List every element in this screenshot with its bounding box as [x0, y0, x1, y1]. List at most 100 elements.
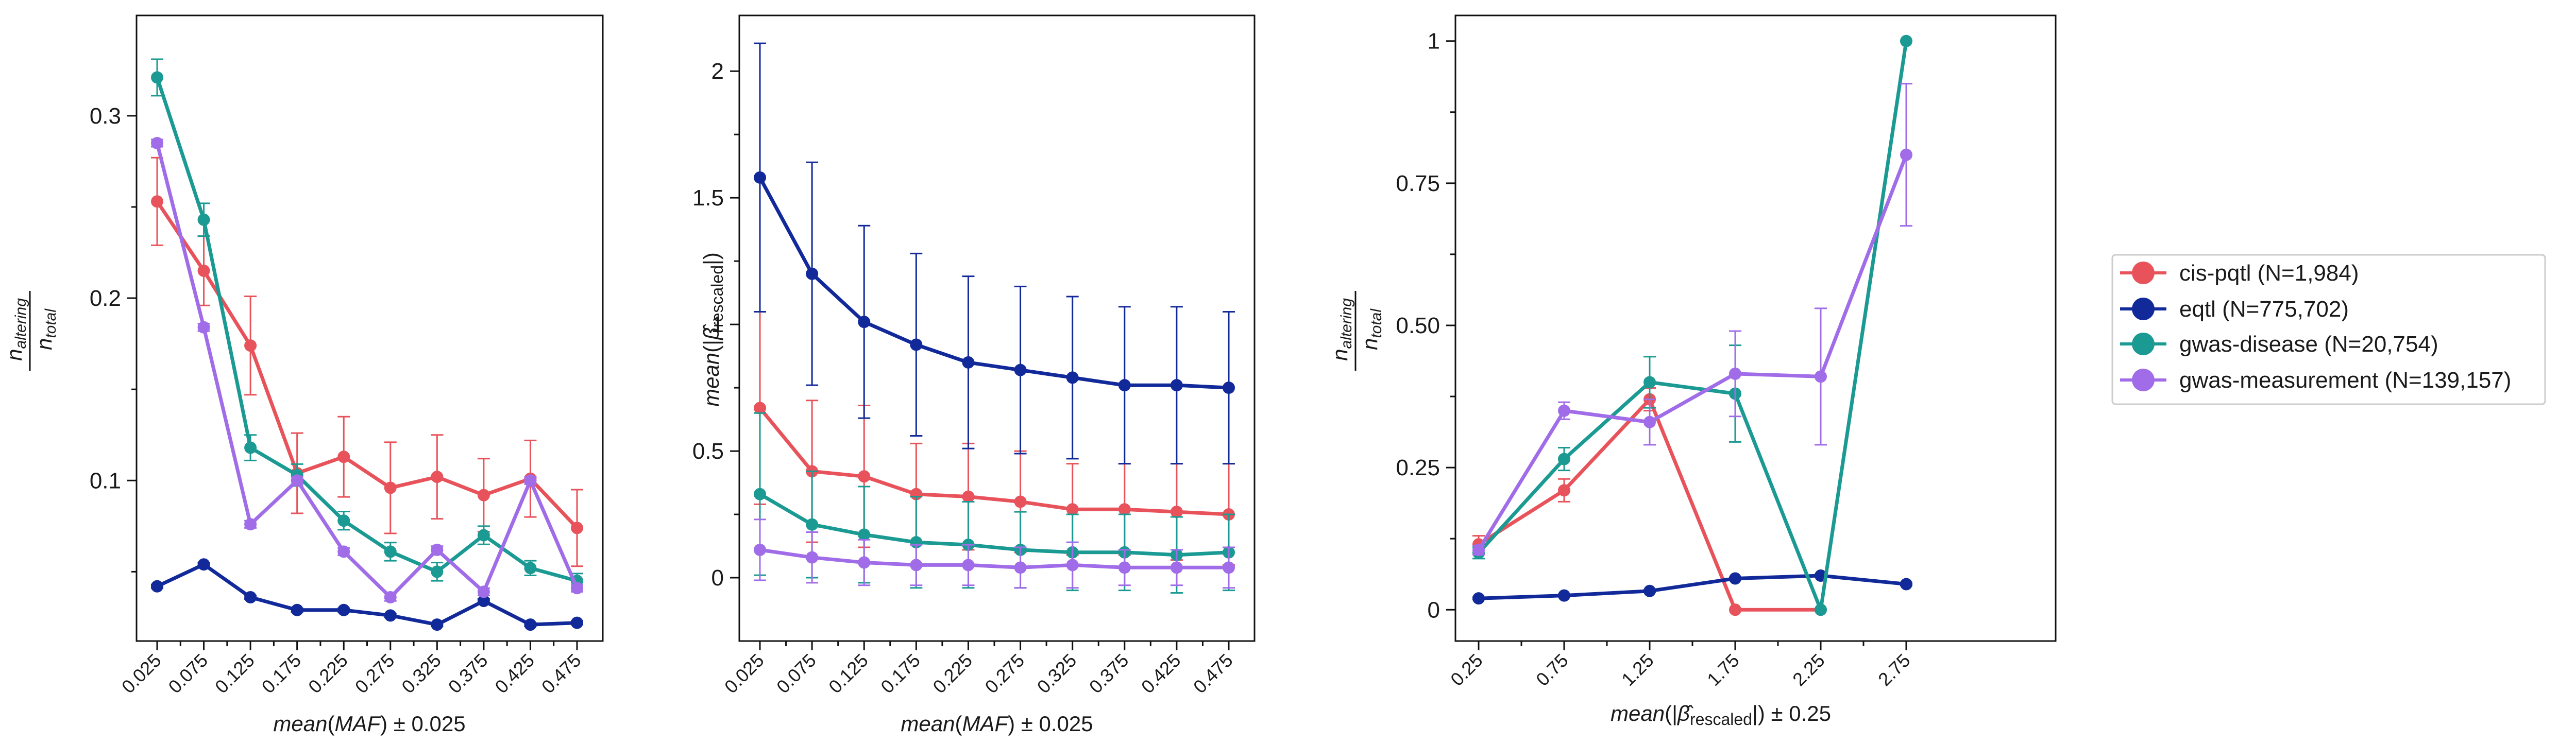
data-point — [244, 339, 257, 352]
y-tick-label: 1 — [1428, 29, 1440, 54]
data-point — [197, 558, 210, 571]
data-point — [1558, 453, 1570, 465]
panel-3-ylabel: naltering ntotal — [1328, 291, 1385, 371]
series-line — [759, 548, 1229, 569]
panel-2-plot: 0.025 0.075 0.125 0.175 0.225 0.275 0.325 0.375… — [692, 42, 1237, 698]
data-point — [524, 562, 537, 575]
data-point — [1558, 404, 1570, 417]
data-point — [477, 585, 490, 598]
data-point — [384, 545, 397, 558]
data-point — [1900, 34, 1912, 47]
data-point — [384, 481, 397, 494]
series-eqtl — [754, 42, 1235, 465]
x-tick-label: 0.125 — [824, 650, 872, 698]
x-tick-label: 0.175 — [876, 650, 924, 698]
data-point — [291, 474, 303, 487]
data-point — [1066, 371, 1079, 384]
x-tick-label: 2.25 — [1788, 650, 1829, 690]
data-point — [1558, 484, 1570, 497]
x-tick-label: 0.475 — [1189, 650, 1237, 698]
data-point — [1014, 495, 1027, 508]
data-point — [1558, 589, 1570, 602]
data-point — [1014, 561, 1027, 574]
y-tick-label: 0.5 — [692, 439, 724, 464]
data-point — [754, 402, 766, 414]
data-point — [910, 338, 923, 351]
x-tick-label: 0.025 — [720, 650, 768, 698]
y-tick-label: 0.50 — [1396, 313, 1440, 338]
data-point — [1223, 561, 1235, 574]
y-tick-label: 0 — [711, 565, 724, 591]
data-point — [524, 618, 537, 631]
data-point — [151, 195, 163, 208]
x-tick-label: 2.75 — [1874, 650, 1914, 690]
y-tick-label: 1 — [711, 312, 724, 337]
data-point — [1118, 379, 1131, 392]
series-line — [758, 177, 1229, 390]
x-tick-label: 0.25 — [1446, 650, 1487, 690]
data-point — [1118, 503, 1131, 516]
data-point — [806, 267, 819, 280]
series-line — [758, 407, 1229, 516]
legend-label-eqtl: eqtl (N=775,702) — [2179, 297, 2349, 322]
x-tick-label: 1.25 — [1617, 650, 1658, 690]
data-point — [431, 618, 444, 631]
data-point — [858, 316, 871, 328]
data-point — [1815, 370, 1827, 383]
series-line — [155, 77, 578, 583]
panel-maf-effect-size: 0.025 0.075 0.125 0.175 0.225 0.275 0.325 0.375… — [692, 14, 1256, 736]
data-point — [477, 595, 490, 608]
series-gwas-measurement — [754, 518, 1235, 589]
data-point — [197, 264, 210, 277]
data-point — [1900, 148, 1912, 161]
data-point — [337, 451, 350, 463]
x-tick-label: 0.125 — [211, 650, 259, 698]
series-line — [155, 143, 579, 599]
x-tick-label: 0.275 — [981, 650, 1029, 698]
data-point — [910, 559, 923, 572]
data-point — [1643, 416, 1656, 428]
data-point — [1643, 376, 1656, 389]
series-line — [1478, 574, 1907, 600]
x-tick-label: 0.075 — [164, 650, 212, 698]
data-point — [1014, 364, 1027, 376]
series-gwas-measurement — [151, 136, 583, 603]
data-point — [1118, 561, 1131, 574]
data-point — [524, 474, 537, 487]
data-point — [1900, 578, 1912, 591]
panel-1-ylabel-denominator: ntotal — [32, 308, 59, 350]
data-point — [431, 543, 444, 556]
data-point — [1643, 584, 1656, 597]
data-point — [1729, 603, 1741, 616]
data-point — [962, 490, 975, 503]
series-line — [156, 562, 578, 627]
x-tick-label: 0.275 — [351, 650, 399, 698]
x-tick-label: 0.225 — [928, 650, 976, 698]
data-point — [151, 136, 163, 149]
x-tick-label: 0.225 — [304, 650, 352, 698]
data-point — [151, 580, 163, 593]
data-point — [1472, 544, 1485, 557]
panel-1-ylabel: naltering ntotal — [2, 291, 59, 371]
data-point — [858, 470, 871, 483]
data-point — [858, 556, 871, 569]
panel-3-xlabel: mean(|β̂rescaled|) ± 0.25 — [1611, 701, 1831, 729]
data-point — [754, 488, 766, 500]
panel-3-frame — [1454, 14, 2057, 642]
panel-2-xlabel: mean(MAF) ± 0.025 — [901, 712, 1093, 736]
series-gwas-measurement — [1472, 83, 1912, 557]
data-point — [571, 616, 583, 629]
panel-1-plot: 0.0250.0750.1250.1750.2250.2750.3250.375… — [90, 58, 585, 698]
data-point — [1170, 561, 1183, 574]
series-eqtl — [1472, 569, 1912, 605]
panel-3-ylabel-denominator: ntotal — [1358, 308, 1385, 350]
x-tick-label: 1.75 — [1703, 650, 1743, 690]
data-point — [806, 551, 819, 564]
data-point — [477, 489, 490, 501]
data-point — [858, 528, 871, 541]
data-point — [754, 543, 766, 556]
data-point — [1472, 592, 1485, 605]
legend-entry-cis-pqtl: cis-pqtl (N=1,984) — [2120, 261, 2359, 286]
y-tick-label: 0.3 — [90, 103, 121, 129]
